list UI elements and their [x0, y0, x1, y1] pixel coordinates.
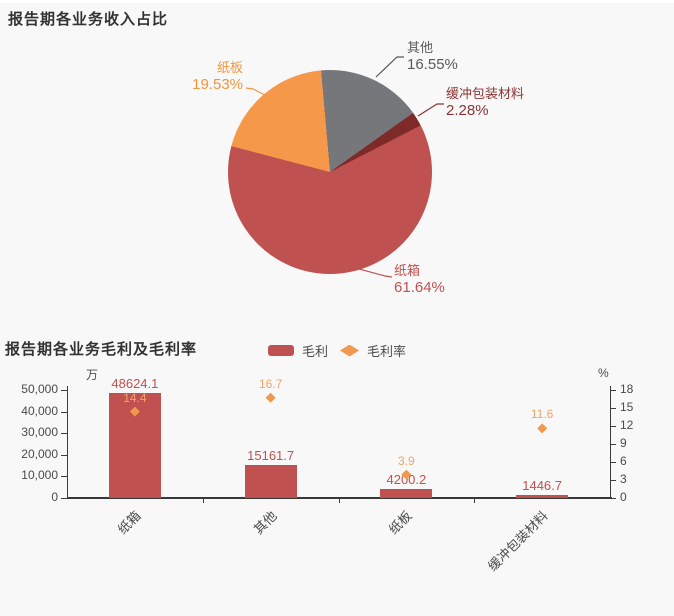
pie-slice-label: 缓冲包装材料 2.28% [446, 86, 524, 120]
left-axis-unit: 万 [86, 368, 99, 382]
pie-slice-percent: 16.55% [407, 55, 458, 73]
right-axis-tick-label: 3 [620, 472, 627, 486]
right-axis-tick-label: 6 [620, 454, 627, 468]
pie-slice-name: 纸箱 [394, 263, 421, 278]
rate-diamond-icon [401, 469, 412, 480]
left-axis-tick-label: 40,000 [21, 403, 58, 418]
category-label: 其他 [250, 508, 280, 538]
right-axis-tick [610, 480, 616, 481]
category-label: 纸箱 [114, 508, 144, 538]
right-axis-tick-label: 18 [620, 382, 634, 396]
right-axis-unit: % [598, 366, 609, 380]
pie-slice-percent: 19.53% [192, 75, 243, 93]
bar-缓冲包装材料 [516, 494, 569, 498]
bar-纸板 [380, 488, 433, 498]
right-axis-tick [610, 408, 616, 409]
x-axis-tick [202, 499, 204, 503]
pie-slice-name: 纸板 [216, 60, 243, 75]
pie-slice-percent: 61.64% [394, 278, 445, 296]
x-axis-tick [474, 499, 476, 503]
pie-slice-name: 缓冲包装材料 [446, 86, 525, 101]
left-axis-tick [61, 390, 67, 391]
left-axis-tick-label: 10,000 [21, 468, 58, 483]
left-axis-tick [61, 454, 67, 456]
legend-bar-swatch-icon [268, 345, 294, 356]
right-axis-tick [610, 462, 616, 463]
top-strip [0, 0, 674, 3]
rate-value-label: 11.6 [530, 407, 554, 422]
left-axis-line [67, 386, 68, 498]
left-axis-tick-label: 20,000 [21, 446, 58, 461]
pie-slice-percent: 2.28% [446, 101, 489, 119]
rate-diamond-icon [537, 423, 548, 434]
x-axis-tick [338, 499, 340, 503]
right-axis-tick-label: 15 [620, 400, 634, 414]
leader-line-qita [375, 56, 404, 78]
category-label: 纸板 [386, 508, 416, 538]
leader-line-huanchong [417, 103, 444, 117]
left-axis-tick [61, 498, 67, 499]
right-axis-tick [610, 498, 616, 499]
bar-section-title: 报告期各业务毛利及毛利率 [5, 341, 198, 358]
pie-slice-label: 其他 16.55% [407, 40, 458, 74]
right-axis-tick-label: 0 [620, 490, 627, 504]
left-axis-tick [61, 476, 67, 478]
pie-slice-label: 纸箱 61.64% [394, 263, 445, 297]
right-axis-tick-label: 12 [620, 418, 634, 432]
left-axis-tick [61, 433, 67, 435]
category-label: 缓冲包装材料 [485, 508, 551, 574]
bar-其他 [244, 465, 297, 498]
right-axis-tick-label: 9 [620, 436, 627, 450]
rate-value-label: 3.9 [398, 453, 415, 468]
bar-value-label: 48624.1 [111, 375, 159, 391]
right-axis-line [610, 386, 611, 498]
left-axis-tick-label: 50,000 [21, 382, 58, 396]
legend-diamond-swatch-icon [340, 344, 360, 357]
pie-slice-name: 其他 [407, 40, 434, 55]
legend-rate-label: 毛利率 [367, 344, 407, 359]
plot-area: 0 10,000 20,000 30,000 40,000 50,000 0 3 6 9 12 15 1… [0, 330, 674, 582]
left-axis-tick [61, 411, 67, 413]
legend: 毛利 毛利率 [268, 341, 410, 360]
rate-diamond-icon [129, 406, 140, 417]
x-axis-line [67, 497, 612, 499]
bar-value-label: 1446.7 [522, 477, 562, 493]
pie-slice-label: 纸板 19.53% [138, 60, 243, 94]
bar-value-label: 15161.7 [247, 448, 295, 464]
bar-chart-section: 报告期各业务毛利及毛利率 毛利 毛利率 万 % 0 10,000 20,000 30,… [0, 330, 674, 582]
pie-section-title: 报告期各业务收入占比 [8, 11, 169, 28]
right-axis-tick [610, 426, 616, 427]
left-axis-tick-label: 0 [51, 490, 58, 504]
pie-chart [228, 70, 432, 274]
legend-bar-label: 毛利 [302, 344, 329, 359]
rate-value-label: 16.7 [258, 376, 283, 391]
right-axis-tick [610, 390, 616, 391]
left-axis-tick-label: 30,000 [21, 425, 58, 440]
rate-diamond-icon [265, 392, 276, 403]
rate-value-label: 14.4 [123, 390, 147, 405]
right-axis-tick [610, 444, 616, 445]
